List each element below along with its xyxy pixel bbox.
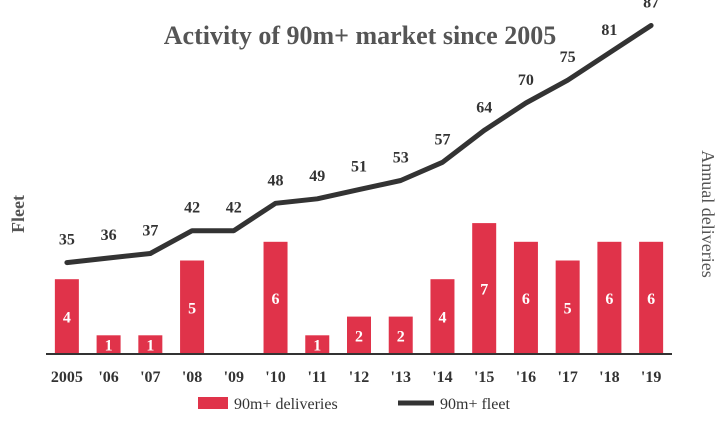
- fleet-value-label-14: 87: [643, 0, 659, 11]
- bar-value-label-8: 2: [397, 328, 405, 345]
- bar-value-label-13: 6: [605, 291, 613, 308]
- x-tick-label-2: '07: [140, 369, 160, 386]
- y-axis-right-label: Annual deliveries: [698, 150, 718, 277]
- fleet-value-label-3: 42: [184, 200, 200, 217]
- x-tick-label-4: '09: [224, 369, 244, 386]
- fleet-value-label-11: 70: [518, 72, 534, 89]
- bar-value-label-12: 5: [564, 300, 572, 317]
- x-tick-label-1: '06: [98, 369, 118, 386]
- fleet-value-label-4: 42: [226, 200, 242, 217]
- x-ticks-layer: 2005 '06 '07 '08 '09 '10 '11 '12 '13 '14 '15 '16 '17…: [51, 369, 661, 386]
- bar-value-label-2: 1: [146, 338, 154, 355]
- fleet-value-label-6: 49: [309, 168, 325, 185]
- bar-value-label-9: 4: [438, 310, 446, 327]
- fleet-value-label-0: 35: [59, 232, 75, 249]
- bar-value-label-1: 1: [105, 338, 113, 355]
- x-tick-label-5: '10: [265, 369, 285, 386]
- x-tick-label-7: '12: [349, 369, 369, 386]
- fleet-value-label-12: 75: [560, 49, 576, 66]
- bar-value-label-14: 6: [647, 291, 655, 308]
- x-tick-label-3: '08: [182, 369, 202, 386]
- x-tick-label-12: '17: [557, 369, 577, 386]
- fleet-value-label-2: 37: [142, 222, 158, 239]
- y-axis-left-label: Fleet: [8, 195, 28, 233]
- bar-value-label-6: 1: [313, 338, 321, 355]
- legend: 90m+ deliveries 90m+ fleet: [198, 396, 510, 413]
- bar-value-label-5: 6: [272, 291, 280, 308]
- chart-title: Activity of 90m+ market since 2005: [164, 21, 556, 50]
- fleet-value-label-9: 57: [434, 131, 450, 148]
- bar-value-label-7: 2: [355, 328, 363, 345]
- x-tick-label-8: '13: [391, 369, 411, 386]
- x-tick-label-0: 2005: [51, 369, 83, 386]
- fleet-value-label-1: 36: [101, 227, 117, 244]
- bar-value-label-10: 7: [480, 282, 488, 299]
- fleet-value-label-8: 53: [393, 150, 409, 167]
- x-tick-label-10: '15: [474, 369, 494, 386]
- bar-value-label-3: 5: [188, 300, 196, 317]
- legend-bar-swatch: [198, 397, 228, 409]
- fleet-value-label-13: 81: [601, 22, 617, 39]
- x-tick-label-13: '18: [599, 369, 619, 386]
- x-tick-label-14: '19: [641, 369, 661, 386]
- x-tick-label-11: '16: [516, 369, 536, 386]
- legend-bar-label: 90m+ deliveries: [234, 396, 338, 413]
- x-tick-label-9: '14: [432, 369, 452, 386]
- fleet-value-label-5: 48: [268, 172, 284, 189]
- bar-value-label-11: 6: [522, 291, 530, 308]
- fleet-value-label-10: 64: [476, 99, 492, 116]
- bars-layer: 4 1 1 5 6 1 2 2 4 7 6 5 6 6: [55, 223, 663, 355]
- legend-line-label: 90m+ fleet: [440, 396, 510, 413]
- x-tick-label-6: '11: [307, 369, 327, 386]
- bar-value-label-0: 4: [63, 310, 71, 327]
- fleet-value-label-7: 51: [351, 159, 367, 176]
